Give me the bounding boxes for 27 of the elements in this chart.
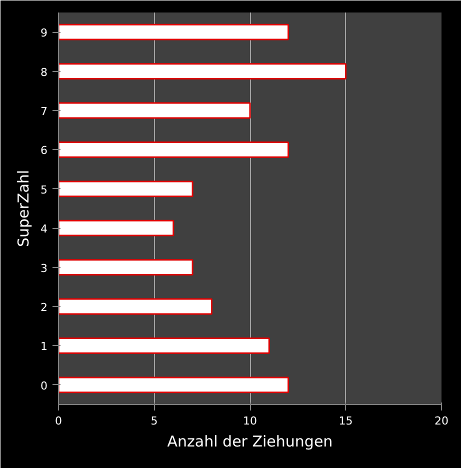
x-axis-title: Anzahl der Ziehungen [167,432,333,450]
y-tick-label: 9 [40,26,48,40]
y-tick-label: 7 [40,105,48,118]
x-tick-label: 15 [338,414,353,428]
y-tick-label: 1 [40,340,48,354]
bar [58,102,251,119]
bar [58,180,194,198]
bar [58,259,194,276]
bar [58,142,290,158]
y-tick-label: 3 [40,262,48,275]
bar [58,24,290,40]
x-tick-label: 5 [150,414,158,428]
bar [58,220,174,236]
x-tick-label: 0 [55,414,62,428]
y-axis-title: SuperZahl [14,170,32,248]
bar [58,298,212,315]
bar [58,63,346,80]
x-tick-label: 10 [243,414,257,428]
y-tick-label: 8 [40,66,48,79]
y-tick-label: 2 [40,301,48,314]
y-tick-label: 6 [40,144,48,158]
x-tick-label: 20 [434,414,448,428]
y-tick-label: 4 [40,222,48,236]
y-tick-label: 5 [40,183,48,196]
bar [58,376,290,394]
y-tick-label: 0 [40,379,48,392]
bar [58,338,270,354]
